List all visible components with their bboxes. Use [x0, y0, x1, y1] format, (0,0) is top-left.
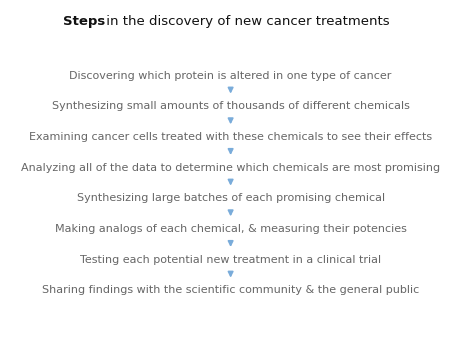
Text: Testing each potential new treatment in a clinical trial: Testing each potential new treatment in … — [80, 255, 381, 265]
Text: in the discovery of new cancer treatments: in the discovery of new cancer treatment… — [102, 15, 390, 28]
Text: Discovering which protein is altered in one type of cancer: Discovering which protein is altered in … — [69, 71, 392, 81]
Text: Synthesizing large batches of each promising chemical: Synthesizing large batches of each promi… — [76, 193, 385, 203]
Text: Making analogs of each chemical, & measuring their potencies: Making analogs of each chemical, & measu… — [55, 224, 406, 234]
Text: Analyzing all of the data to determine which chemicals are most promising: Analyzing all of the data to determine w… — [21, 163, 440, 173]
Text: Examining cancer cells treated with these chemicals to see their effects: Examining cancer cells treated with thes… — [29, 132, 432, 142]
Text: Sharing findings with the scientific community & the general public: Sharing findings with the scientific com… — [42, 285, 419, 295]
Text: Synthesizing small amounts of thousands of different chemicals: Synthesizing small amounts of thousands … — [52, 101, 410, 111]
Text: Steps: Steps — [63, 15, 105, 28]
